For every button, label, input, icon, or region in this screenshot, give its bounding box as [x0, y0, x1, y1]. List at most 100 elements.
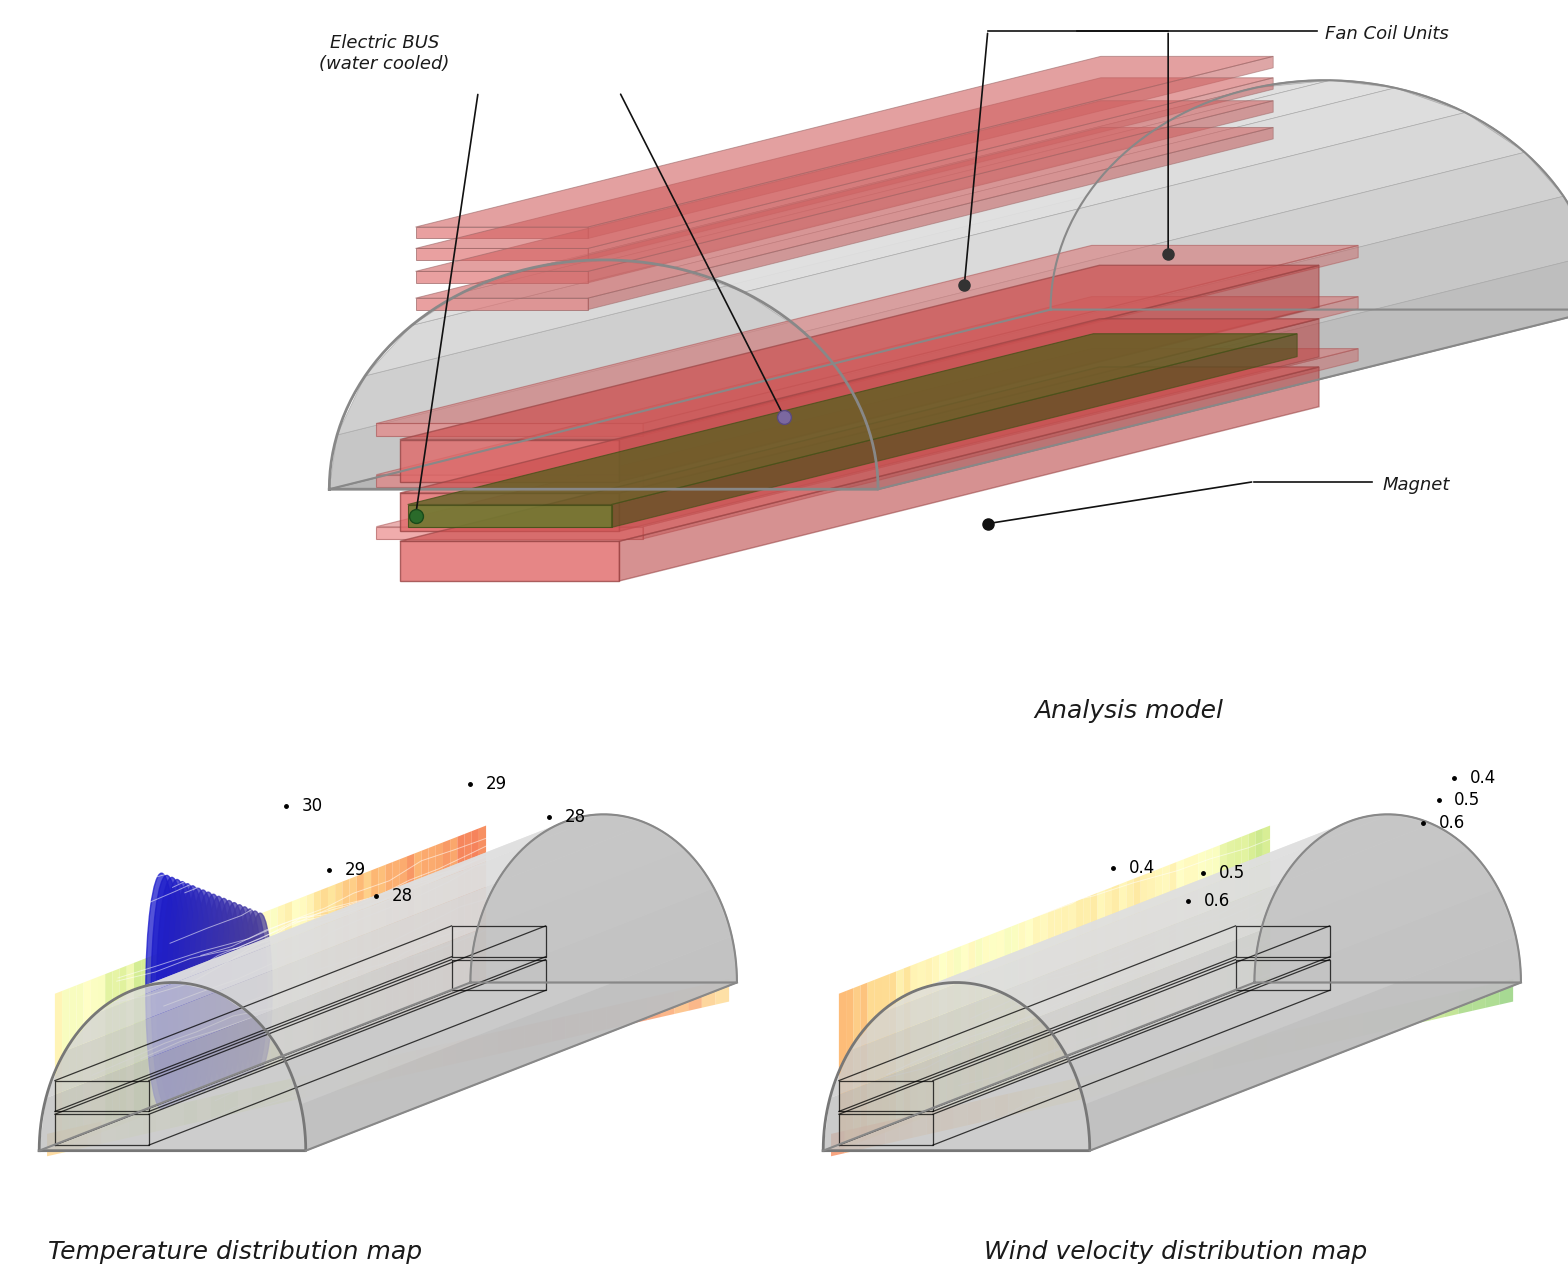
Polygon shape: [511, 1026, 524, 1051]
Polygon shape: [1322, 1019, 1336, 1045]
Polygon shape: [1170, 862, 1176, 1022]
Ellipse shape: [172, 884, 202, 1098]
Polygon shape: [823, 930, 1261, 1150]
Polygon shape: [1295, 1026, 1308, 1051]
Ellipse shape: [205, 897, 232, 1085]
Polygon shape: [378, 865, 386, 1024]
Ellipse shape: [232, 907, 257, 1075]
Polygon shape: [416, 248, 588, 260]
Polygon shape: [1004, 926, 1011, 1087]
Polygon shape: [198, 1097, 210, 1122]
Polygon shape: [83, 980, 91, 1139]
Polygon shape: [1105, 887, 1112, 1047]
Polygon shape: [911, 963, 917, 1122]
Polygon shape: [1126, 879, 1134, 1038]
Polygon shape: [1054, 907, 1062, 1066]
Polygon shape: [913, 1112, 927, 1138]
Polygon shape: [45, 883, 497, 1098]
Polygon shape: [127, 963, 133, 1122]
Polygon shape: [619, 1001, 633, 1027]
Polygon shape: [1363, 1010, 1377, 1036]
Polygon shape: [279, 1078, 293, 1103]
Polygon shape: [416, 298, 588, 310]
Polygon shape: [941, 1106, 953, 1131]
Polygon shape: [364, 870, 372, 1031]
Polygon shape: [1098, 891, 1105, 1050]
Polygon shape: [1076, 898, 1083, 1059]
Polygon shape: [643, 297, 1358, 487]
Polygon shape: [643, 349, 1358, 539]
Polygon shape: [472, 828, 478, 989]
Ellipse shape: [227, 905, 252, 1077]
Polygon shape: [845, 1127, 858, 1153]
Polygon shape: [643, 246, 1358, 436]
Polygon shape: [1281, 1028, 1295, 1054]
Polygon shape: [416, 227, 588, 238]
Polygon shape: [47, 1131, 61, 1157]
Polygon shape: [282, 888, 732, 1105]
Polygon shape: [270, 907, 278, 1066]
Polygon shape: [1458, 989, 1472, 1014]
Polygon shape: [416, 1047, 430, 1073]
Polygon shape: [375, 1056, 389, 1082]
Polygon shape: [183, 1099, 198, 1125]
Text: Electric BUS
(water cooled): Electric BUS (water cooled): [318, 34, 450, 73]
Polygon shape: [1118, 1066, 1131, 1092]
Polygon shape: [1240, 1038, 1254, 1064]
Polygon shape: [925, 957, 933, 1117]
Polygon shape: [1432, 995, 1446, 1020]
Polygon shape: [961, 943, 967, 1103]
Polygon shape: [1308, 1023, 1322, 1049]
Polygon shape: [386, 862, 392, 1022]
Polygon shape: [1051, 80, 1568, 310]
Ellipse shape: [248, 913, 273, 1069]
Polygon shape: [365, 145, 1132, 376]
Polygon shape: [674, 88, 1466, 292]
Ellipse shape: [237, 908, 262, 1073]
Polygon shape: [579, 1010, 593, 1036]
Polygon shape: [141, 957, 149, 1117]
Polygon shape: [1040, 912, 1047, 1073]
Polygon shape: [224, 1091, 238, 1116]
Polygon shape: [917, 961, 925, 1120]
Ellipse shape: [146, 873, 177, 1108]
Polygon shape: [897, 968, 903, 1129]
Polygon shape: [917, 814, 1391, 990]
Polygon shape: [1104, 1069, 1118, 1094]
Polygon shape: [285, 901, 292, 1061]
Polygon shape: [1267, 1032, 1281, 1057]
Polygon shape: [861, 982, 867, 1143]
Text: Fan Coil Units: Fan Coil Units: [1325, 25, 1449, 43]
Polygon shape: [278, 905, 285, 1064]
Polygon shape: [538, 1019, 552, 1045]
Polygon shape: [1472, 985, 1486, 1010]
Text: Temperature distribution map: Temperature distribution map: [49, 1240, 422, 1264]
Polygon shape: [823, 982, 1521, 1150]
Polygon shape: [400, 541, 619, 581]
Polygon shape: [588, 56, 1273, 238]
Polygon shape: [715, 980, 729, 1005]
Polygon shape: [376, 475, 643, 487]
Polygon shape: [1035, 1084, 1049, 1110]
Polygon shape: [328, 884, 336, 1045]
Polygon shape: [867, 980, 875, 1139]
Polygon shape: [1145, 1060, 1159, 1085]
Polygon shape: [1184, 856, 1192, 1017]
Polygon shape: [1022, 1088, 1035, 1113]
Polygon shape: [414, 851, 422, 1010]
Polygon shape: [400, 367, 1319, 541]
Polygon shape: [593, 1006, 607, 1032]
Polygon shape: [994, 1093, 1008, 1119]
Text: 30: 30: [301, 798, 323, 815]
Polygon shape: [113, 968, 119, 1129]
Polygon shape: [376, 349, 1358, 526]
Polygon shape: [376, 423, 643, 436]
Polygon shape: [133, 961, 141, 1120]
Polygon shape: [191, 938, 199, 1097]
Polygon shape: [566, 1013, 579, 1038]
Polygon shape: [850, 845, 1311, 1051]
Ellipse shape: [210, 898, 237, 1083]
Text: 0.4: 0.4: [1469, 769, 1496, 787]
Polygon shape: [497, 1028, 511, 1054]
Text: 29: 29: [486, 775, 506, 792]
